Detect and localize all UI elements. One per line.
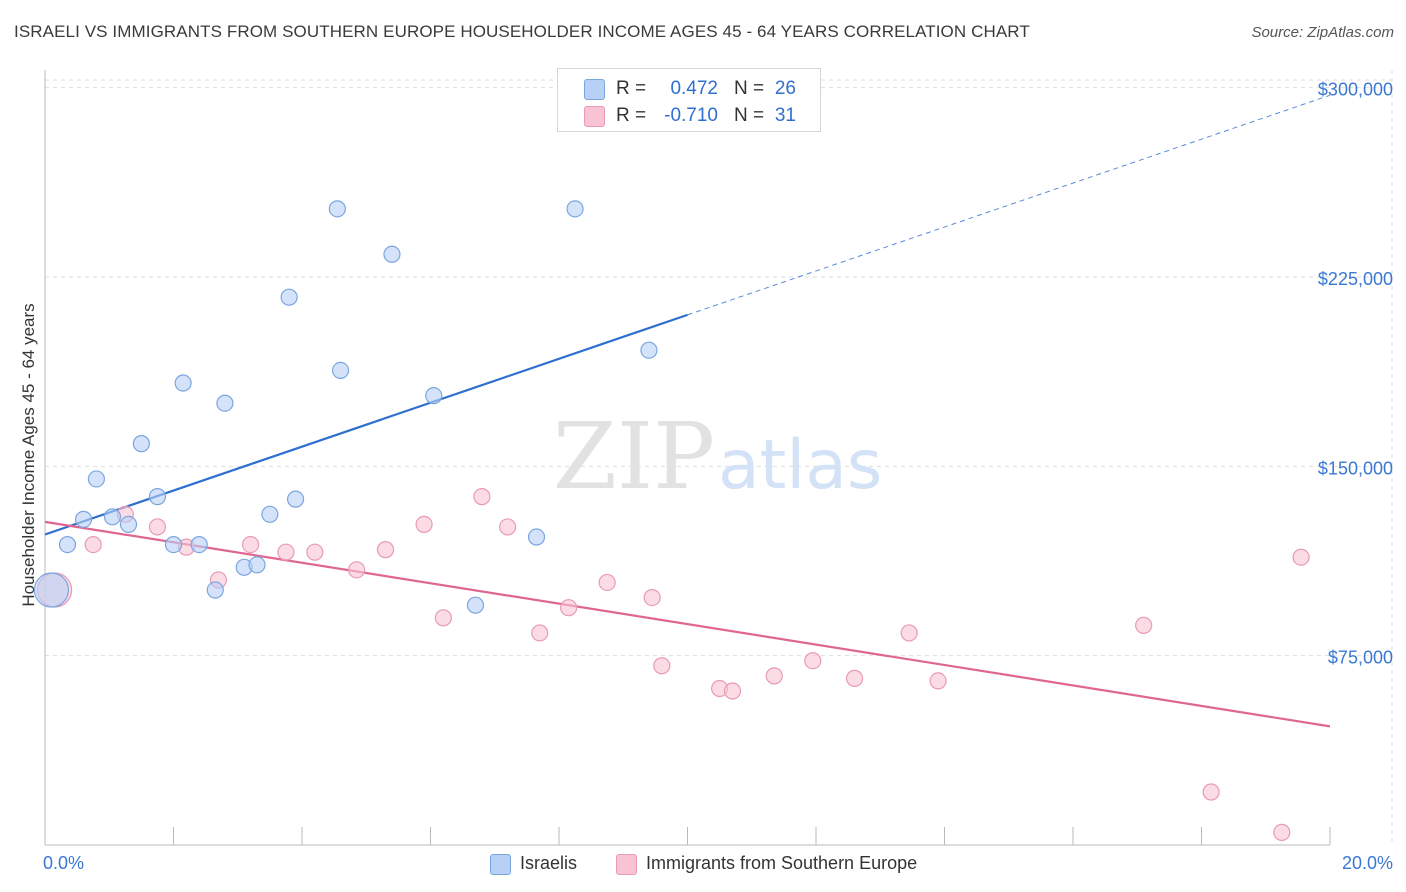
southern-europe-point bbox=[653, 657, 671, 675]
southern-europe-point bbox=[84, 535, 102, 554]
israelis-point bbox=[87, 470, 106, 488]
southern-europe-point bbox=[277, 543, 295, 561]
southern-europe-point bbox=[1202, 783, 1220, 801]
israelis-point bbox=[190, 535, 208, 554]
southern-europe-point bbox=[306, 543, 324, 561]
series-legend: Israelis Immigrants from Southern Europe bbox=[0, 852, 1406, 878]
legend-row-southern-europe: R = -0.710 N = 31 bbox=[558, 102, 820, 130]
israelis-point bbox=[425, 387, 443, 405]
southern-europe-point bbox=[499, 518, 517, 536]
israelis-point bbox=[248, 556, 266, 574]
legend-label-southern-europe: Immigrants from Southern Europe bbox=[646, 853, 918, 873]
y-axis-label: Householder Income Ages 45 - 64 years bbox=[19, 303, 38, 606]
southern-europe-point bbox=[148, 518, 167, 536]
legend-n-label: N = bbox=[734, 105, 765, 126]
southern-europe-point bbox=[560, 599, 578, 617]
y-tick-label: $150,000 bbox=[1318, 458, 1393, 478]
legend-n-label: N = bbox=[734, 78, 765, 99]
israelis-point bbox=[331, 361, 350, 380]
correlation-legend: R = 0.472 N = 26 R = -0.710 N = 31 bbox=[557, 68, 821, 132]
southern-europe-point bbox=[900, 624, 918, 642]
israelis-point bbox=[164, 535, 183, 554]
x-tick-label-min: 0.0% bbox=[43, 853, 84, 873]
southern-europe-point bbox=[348, 561, 366, 579]
chart-title: ISRAELI VS IMMIGRANTS FROM SOUTHERN EURO… bbox=[14, 22, 1030, 41]
legend-r-label: R = bbox=[616, 105, 647, 126]
legend-n-value: 31 bbox=[774, 105, 796, 126]
southern-europe-point bbox=[415, 515, 433, 533]
israelis-point bbox=[206, 581, 224, 599]
legend-swatch-israelis bbox=[490, 854, 511, 875]
legend-swatch-israelis bbox=[584, 79, 605, 100]
israelis-point bbox=[383, 245, 401, 263]
y-tick-label: $300,000 bbox=[1318, 80, 1393, 100]
israelis-point bbox=[527, 528, 546, 546]
southern-europe-point bbox=[845, 669, 864, 687]
legend-swatch-southern-europe bbox=[584, 106, 605, 127]
israelis-point bbox=[640, 341, 658, 359]
israelis-point bbox=[103, 508, 122, 526]
israelis-point bbox=[328, 200, 346, 218]
southern-europe-point bbox=[765, 667, 783, 685]
southern-europe-point bbox=[929, 672, 947, 690]
southern-europe-point bbox=[723, 682, 742, 700]
x-tick-label-max: 20.0% bbox=[1342, 853, 1393, 873]
israelis-point bbox=[132, 435, 150, 453]
data-points bbox=[33, 200, 1310, 841]
legend-row-israelis: R = 0.472 N = 26 bbox=[558, 75, 820, 103]
israelis-point bbox=[280, 288, 298, 306]
legend-r-value: -0.710 bbox=[664, 105, 718, 126]
israelis-point bbox=[216, 394, 234, 412]
watermark-atlas: atlas bbox=[718, 426, 882, 505]
southern-europe-point bbox=[376, 541, 395, 559]
israelis-point bbox=[466, 596, 485, 614]
southern-europe-point bbox=[531, 624, 549, 642]
israelis-point bbox=[261, 505, 279, 523]
israelis-point bbox=[148, 488, 167, 506]
watermark-zip: ZIP bbox=[553, 403, 715, 510]
israelis-point bbox=[566, 200, 584, 218]
israelis-point bbox=[58, 535, 77, 554]
southern-europe-point bbox=[1273, 823, 1291, 841]
legend-label-israelis: Israelis bbox=[520, 853, 578, 873]
southern-europe-point bbox=[434, 609, 452, 627]
southern-europe-point bbox=[473, 488, 491, 506]
legend-n-value: 26 bbox=[774, 78, 796, 99]
israelis-point bbox=[119, 515, 138, 533]
southern-europe-point bbox=[598, 573, 616, 592]
southern-europe-point bbox=[643, 589, 661, 607]
legend-r-value: 0.472 bbox=[670, 78, 718, 99]
legend-swatch-southern-europe bbox=[616, 854, 637, 875]
southern-europe-trend-line bbox=[44, 520, 1331, 728]
israelis-point bbox=[286, 490, 305, 508]
israelis-point bbox=[174, 374, 192, 392]
source-label: Source: ZipAtlas.com bbox=[1251, 24, 1394, 41]
watermark: ZIP atlas bbox=[553, 403, 882, 510]
southern-europe-point bbox=[242, 535, 260, 554]
southern-europe-point bbox=[1292, 548, 1310, 566]
tick-labels: $75,000 $150,000 $225,000 $300,000 0.0% 20.0% bbox=[43, 80, 1393, 873]
axes bbox=[44, 70, 1331, 846]
y-tick-label: $225,000 bbox=[1318, 269, 1393, 289]
y-tick-label: $75,000 bbox=[1328, 648, 1393, 668]
legend-r-label: R = bbox=[616, 78, 647, 99]
israelis-point bbox=[74, 510, 93, 528]
israelis-point bbox=[33, 572, 70, 608]
southern-europe-point bbox=[804, 652, 822, 670]
grid-lines bbox=[45, 70, 1393, 845]
southern-europe-point bbox=[1135, 616, 1153, 634]
